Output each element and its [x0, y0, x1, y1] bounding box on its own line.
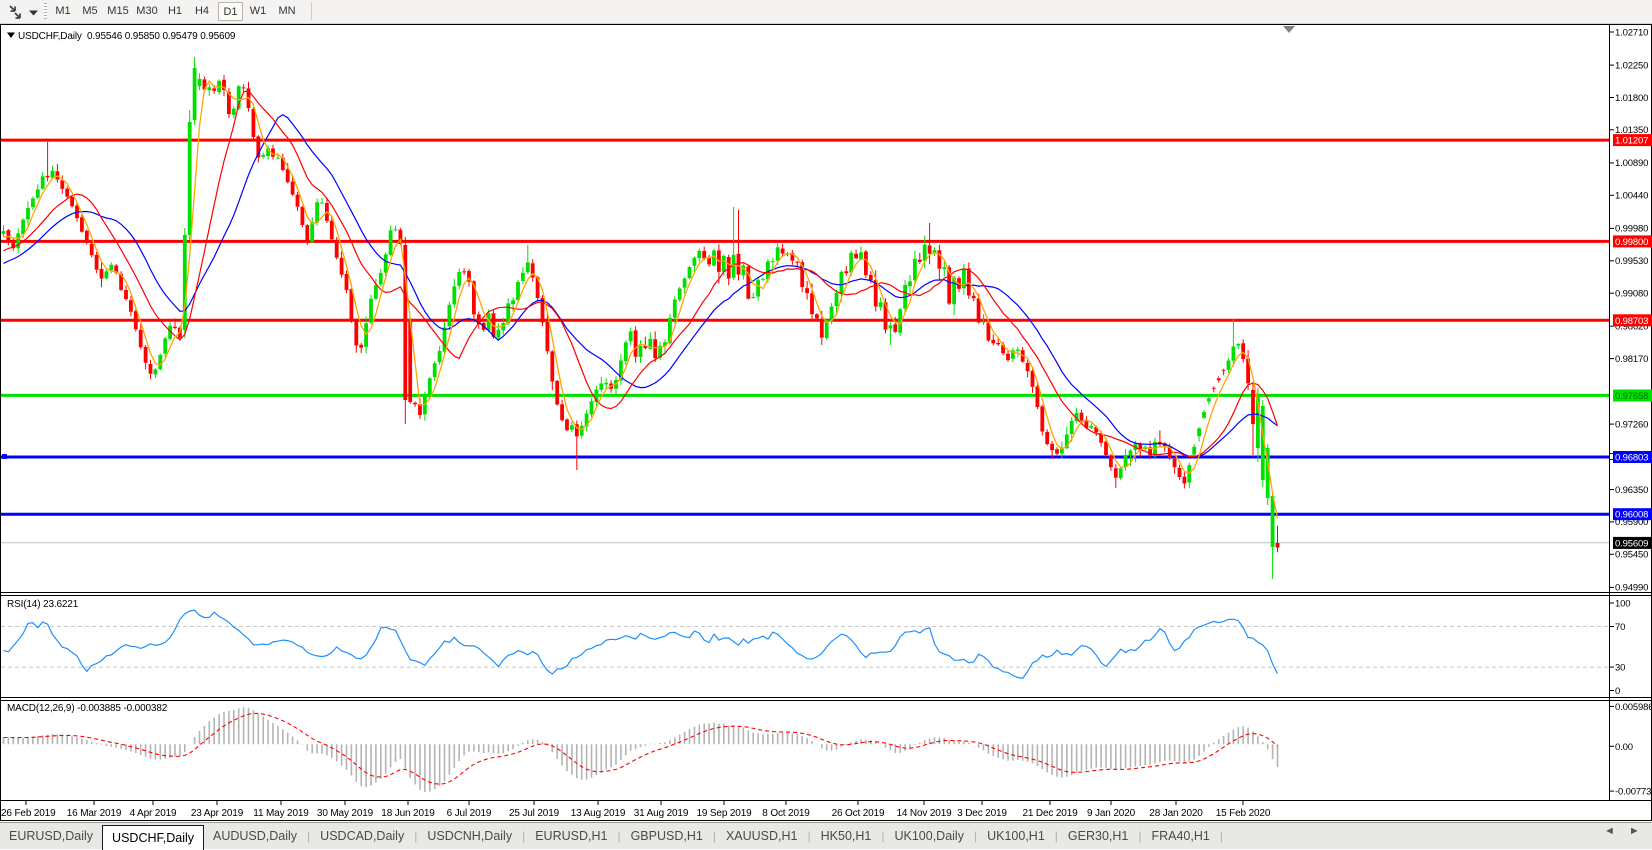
svg-text:-0.007737: -0.007737 [1615, 787, 1652, 798]
svg-text:MACD(12,26,9) -0.003885 -0.000: MACD(12,26,9) -0.003885 -0.000382 [7, 703, 168, 714]
svg-text:RSI(14) 23.6221: RSI(14) 23.6221 [7, 599, 79, 610]
svg-text:11 May 2019: 11 May 2019 [253, 808, 309, 819]
svg-text:0.98703: 0.98703 [1615, 316, 1648, 327]
svg-text:1.01350: 1.01350 [1615, 125, 1648, 136]
svg-text:1.01800: 1.01800 [1615, 93, 1648, 104]
svg-text:0.97658: 0.97658 [1615, 391, 1648, 402]
svg-text:100: 100 [1615, 599, 1630, 610]
svg-text:8 Oct 2019: 8 Oct 2019 [762, 808, 810, 819]
svg-text:0.95609: 0.95609 [1615, 538, 1648, 549]
svg-text:0.99980: 0.99980 [1615, 224, 1648, 235]
svg-text:25 Jul 2019: 25 Jul 2019 [509, 808, 560, 819]
svg-text:0.99080: 0.99080 [1615, 289, 1648, 300]
svg-text:0.96350: 0.96350 [1615, 485, 1648, 496]
svg-text:13 Aug 2019: 13 Aug 2019 [571, 808, 626, 819]
svg-text:19 Sep 2019: 19 Sep 2019 [696, 808, 752, 819]
svg-text:4 Apr 2019: 4 Apr 2019 [130, 808, 177, 819]
svg-text:26 Feb 2019: 26 Feb 2019 [1, 808, 56, 819]
svg-text:18 Jun 2019: 18 Jun 2019 [381, 808, 435, 819]
svg-text:0.94990: 0.94990 [1615, 583, 1648, 594]
svg-text:0.005986: 0.005986 [1615, 702, 1652, 713]
svg-text:0.00: 0.00 [1615, 742, 1633, 753]
svg-text:26 Oct 2019: 26 Oct 2019 [832, 808, 885, 819]
svg-text:0.95900: 0.95900 [1615, 517, 1648, 528]
svg-text:0.95450: 0.95450 [1615, 550, 1648, 561]
svg-text:1.02250: 1.02250 [1615, 60, 1648, 71]
svg-text:0.99530: 0.99530 [1615, 256, 1648, 267]
svg-text:16 Mar 2019: 16 Mar 2019 [67, 808, 122, 819]
svg-text:28 Jan 2020: 28 Jan 2020 [1149, 808, 1203, 819]
svg-text:15 Feb 2020: 15 Feb 2020 [1216, 808, 1271, 819]
svg-text:0.98620: 0.98620 [1615, 322, 1648, 333]
svg-text:9 Jan 2020: 9 Jan 2020 [1087, 808, 1136, 819]
svg-text:1.00440: 1.00440 [1615, 191, 1648, 202]
svg-text:0.99800: 0.99800 [1615, 237, 1648, 248]
svg-text:30 May 2019: 30 May 2019 [317, 808, 374, 819]
svg-text:14 Nov 2019: 14 Nov 2019 [896, 808, 952, 819]
svg-text:21 Dec 2019: 21 Dec 2019 [1022, 808, 1078, 819]
svg-text:23 Apr 2019: 23 Apr 2019 [191, 808, 244, 819]
svg-text:1.00890: 1.00890 [1615, 158, 1648, 169]
svg-text:1.02710: 1.02710 [1615, 27, 1648, 38]
svg-text:70: 70 [1615, 622, 1625, 633]
svg-text:6 Jul 2019: 6 Jul 2019 [447, 808, 492, 819]
svg-text:0.97260: 0.97260 [1615, 419, 1648, 430]
svg-text:0.98170: 0.98170 [1615, 354, 1648, 365]
svg-text:0.96803: 0.96803 [1615, 453, 1648, 464]
svg-text:31 Aug 2019: 31 Aug 2019 [634, 808, 689, 819]
svg-text:USDCHF,Daily 0.95546 0.95850: USDCHF,Daily 0.95546 0.95850 0.95479 0.9… [18, 31, 236, 42]
svg-text:30: 30 [1615, 663, 1625, 674]
svg-text:0.96008: 0.96008 [1615, 510, 1648, 521]
svg-text:3 Dec 2019: 3 Dec 2019 [957, 808, 1007, 819]
svg-text:1.01207: 1.01207 [1615, 136, 1648, 147]
svg-text:0: 0 [1615, 686, 1620, 697]
